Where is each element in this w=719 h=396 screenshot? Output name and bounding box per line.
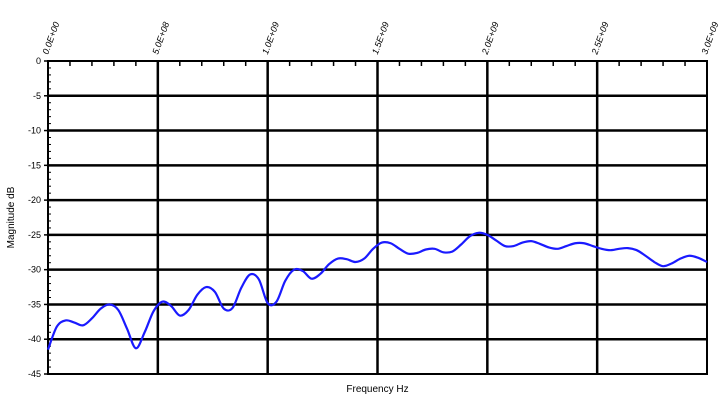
y-tick-label-8: -40 [28,334,41,344]
y-tick-label-9: -45 [28,369,41,379]
series-line-0 [46,231,708,351]
y-tick-labels: 0 -5 -10 -15 -20 -25 -30 -35 -40 -45 [28,56,41,379]
series-group [46,231,708,351]
y-tick-label-6: -30 [28,265,41,275]
y-axis-title: Magnitude dB [6,186,17,248]
y-tick-label-2: -10 [28,126,41,136]
y-tick-label-0: 0 [36,56,41,66]
axis-ticks [44,60,708,375]
x-axis-title: Frequency Hz [346,384,408,395]
y-tick-label-3: -15 [28,160,41,170]
y-tick-label-5: -25 [28,230,41,240]
y-tick-label-1: -5 [33,91,41,101]
y-tick-label-4: -20 [28,195,41,205]
y-tick-label-7: -35 [28,299,41,309]
